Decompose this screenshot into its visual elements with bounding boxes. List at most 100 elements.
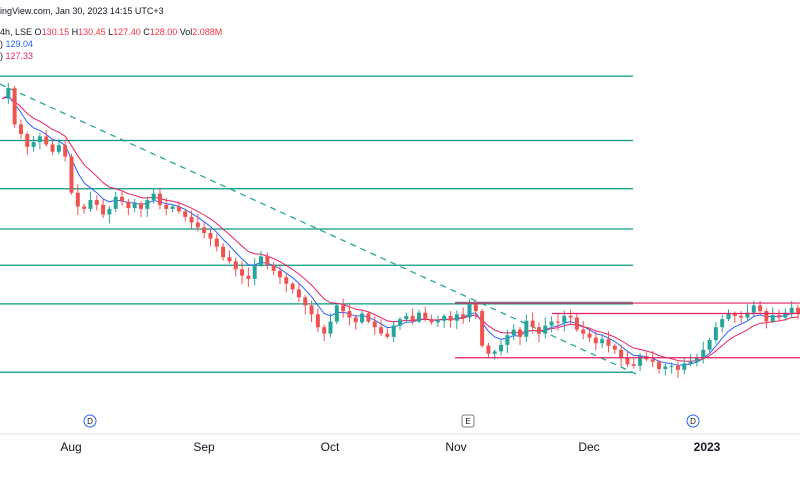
candle-94 (593, 330, 598, 351)
candle-7 (44, 130, 49, 147)
candle-16 (101, 198, 106, 219)
candle-18 (113, 191, 118, 213)
ma-fast-legend: ) 129.04 (0, 39, 33, 49)
event-badge-dividend-0[interactable]: D (83, 414, 97, 428)
chart-source: ingView.com, Jan 30, 2023 14:15 UTC+3 (0, 6, 164, 16)
candles (6, 83, 800, 379)
candle-52 (328, 313, 333, 338)
candle-20 (126, 198, 131, 216)
close-label: C (143, 27, 150, 37)
candle-121 (764, 308, 769, 329)
candle-126 (796, 304, 800, 320)
candle-117 (739, 311, 744, 324)
candle-4 (25, 131, 30, 155)
candle-58 (366, 311, 371, 324)
candle-8 (50, 139, 55, 156)
candle-98 (619, 344, 624, 367)
candle-51 (322, 324, 327, 341)
time-axis: Aug Sep Oct Nov Dec 2023 (60, 440, 720, 454)
candle-75 (473, 300, 478, 320)
candle-2 (12, 85, 17, 128)
candle-59 (372, 316, 377, 335)
candle-39 (246, 267, 251, 287)
candle-79 (499, 340, 504, 356)
candle-53 (334, 303, 339, 325)
candle-124 (783, 308, 788, 321)
candle-84 (530, 312, 535, 334)
open-value: 130.15 (41, 27, 70, 37)
candle-15 (94, 195, 99, 211)
candle-41 (259, 250, 264, 267)
candle-34 (214, 233, 219, 252)
ma-fast-prefix: ) (0, 39, 3, 49)
candle-125 (789, 300, 794, 318)
x-tick-Aug: Aug (60, 440, 81, 454)
candle-81 (511, 324, 516, 340)
candle-22 (138, 201, 143, 218)
candle-25 (157, 187, 162, 210)
candle-103 (650, 350, 655, 368)
x-tick-Oct: Oct (321, 440, 340, 454)
candle-57 (360, 310, 365, 325)
candle-65 (410, 308, 415, 325)
candle-26 (164, 197, 169, 216)
x-tick-Dec: Dec (578, 440, 599, 454)
candle-123 (777, 309, 782, 322)
candle-101 (638, 353, 643, 372)
candle-97 (612, 343, 617, 354)
event-badge-dividend-2[interactable]: D (686, 414, 700, 428)
symbol-timeframe: 4h, LSE (0, 27, 33, 37)
candle-9 (56, 138, 61, 155)
candle-64 (404, 312, 409, 323)
candle-49 (309, 300, 314, 323)
candle-21 (132, 199, 137, 213)
event-badge-label: D (87, 417, 93, 426)
candle-107 (675, 361, 680, 379)
candle-83 (524, 314, 529, 343)
candle-42 (265, 252, 270, 270)
candle-105 (663, 363, 668, 376)
chart-header-line-2: 4h, LSE O130.15 H130.45 L127.40 C128.00 … (0, 27, 222, 37)
candle-114 (720, 314, 725, 333)
candle-68 (429, 314, 434, 325)
candle-32 (202, 222, 207, 239)
candle-100 (631, 357, 636, 369)
x-tick-Nov: Nov (445, 440, 466, 454)
candle-70 (442, 314, 447, 328)
candle-13 (82, 203, 87, 214)
candle-56 (353, 314, 358, 330)
range-lines (455, 301, 800, 359)
candle-85 (536, 322, 541, 343)
volume-value: 2.088M (192, 27, 223, 37)
candle-71 (448, 311, 453, 328)
candle-88 (555, 314, 560, 331)
candle-67 (423, 306, 428, 322)
ma-slow-prefix: ) (0, 51, 3, 61)
candle-112 (707, 337, 712, 353)
candle-10 (63, 139, 68, 162)
event-badge-earnings-1[interactable]: E (461, 414, 475, 428)
low-label: L (108, 27, 114, 37)
high-value: 130.45 (78, 27, 106, 37)
candle-11 (69, 153, 74, 195)
candle-3 (18, 119, 23, 140)
candle-50 (315, 308, 320, 333)
candle-110 (694, 353, 699, 367)
x-tick-2023: 2023 (694, 440, 721, 454)
candle-55 (347, 304, 352, 326)
candle-106 (669, 362, 674, 374)
candle-102 (644, 352, 649, 362)
candle-91 (574, 312, 579, 332)
candle-17 (107, 206, 112, 224)
candle-45 (284, 273, 289, 293)
ma-fast-value: 129.04 (5, 39, 34, 49)
candle-118 (745, 304, 750, 320)
candle-47 (296, 283, 301, 303)
candle-62 (391, 321, 396, 342)
candle-19 (120, 191, 125, 206)
candle-108 (682, 357, 687, 375)
candle-63 (398, 317, 402, 330)
candle-12 (75, 184, 80, 216)
